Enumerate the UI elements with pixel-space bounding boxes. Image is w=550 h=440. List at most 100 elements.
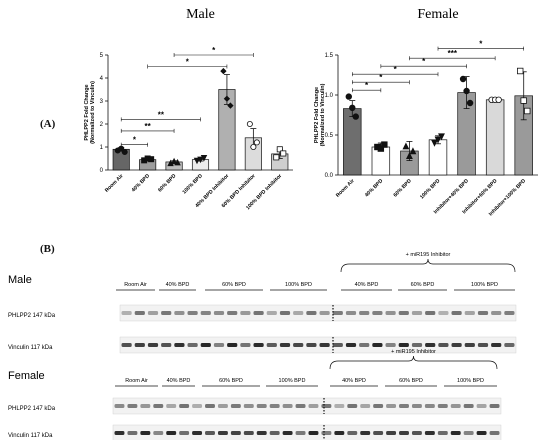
blot-band: [450, 404, 461, 408]
data-point: [253, 139, 260, 146]
blot-band: [332, 343, 343, 347]
data-point: [170, 157, 178, 165]
blot-band: [464, 343, 475, 347]
blot-band: [476, 431, 487, 435]
data-point: [524, 107, 531, 115]
data-point: [223, 95, 231, 102]
blot-band: [217, 404, 228, 408]
data-point: [352, 113, 359, 120]
data-point: [381, 141, 388, 148]
significance-label: *: [365, 81, 369, 90]
blot-band: [114, 431, 125, 435]
blot-band: [147, 343, 159, 347]
blot-band: [269, 431, 280, 435]
blot-band: [359, 311, 370, 315]
blot-band: [308, 431, 319, 435]
data-point: [495, 96, 502, 103]
blot-group-label: 60% BPD: [411, 282, 435, 288]
y-tick-label: 4: [100, 76, 104, 82]
blot-band: [424, 404, 435, 408]
blot-band: [321, 404, 332, 408]
blot-band: [373, 431, 384, 435]
data-point: [276, 146, 283, 153]
data-point: [466, 99, 474, 107]
blot-group-label: 60% BPD: [219, 378, 243, 384]
y-tick-label: 0: [100, 168, 104, 174]
blot-band: [205, 404, 215, 408]
blot-band: [425, 311, 436, 315]
blot-band: [399, 431, 409, 435]
blot-band: [227, 311, 238, 315]
blot-band: [192, 431, 203, 435]
blot-band: [121, 343, 132, 347]
vinculin-strip: [119, 336, 517, 354]
blot-band: [213, 343, 225, 347]
blot-row2-label: Vinculin 117 kDa: [8, 433, 53, 439]
blot-band: [463, 431, 474, 435]
blot-band: [411, 343, 423, 347]
x-tick-label: 60% BPD: [157, 173, 178, 194]
data-point: [438, 133, 445, 141]
significance-label: *: [394, 65, 398, 74]
blot-band: [347, 431, 358, 435]
data-point: [402, 142, 410, 150]
bar: [485, 99, 505, 176]
data-point: [246, 121, 253, 128]
blot-band: [321, 431, 332, 435]
blot-row1-label: PHLPP2 147 kDa: [8, 406, 56, 412]
y-axis-label-line2: (Normalized to Vinculin): [320, 83, 326, 146]
bar: [428, 139, 448, 176]
blot-group-label: Room Air: [125, 378, 148, 384]
blot-band: [213, 311, 225, 315]
y-axis-label: PHLPP2 Fold Change(Normalized to Vinculi…: [314, 83, 326, 146]
blot-band: [306, 343, 317, 347]
blot-band: [489, 431, 500, 435]
y-axis-label-line2: (Normalized to Vinculin): [90, 81, 96, 144]
blot-band: [451, 343, 462, 347]
blot-band: [192, 404, 203, 408]
blot-band: [491, 311, 502, 315]
y-tick-label: 1: [100, 145, 104, 151]
blot-band: [360, 404, 371, 408]
blot-band: [293, 311, 304, 315]
blot-band: [240, 343, 251, 347]
blot-band: [319, 311, 330, 315]
blot-band: [243, 431, 254, 435]
blot-band: [166, 404, 177, 408]
blot-band: [334, 431, 345, 435]
blot-band: [372, 343, 383, 347]
data-point: [463, 87, 470, 95]
x-tick-label: 60% BPD: [392, 178, 413, 199]
blot-group-label: 60% BPD: [399, 378, 423, 384]
blot-group-label: Room Air: [124, 282, 147, 288]
blot-band: [174, 311, 185, 315]
blot-band: [187, 343, 198, 347]
blot-band: [489, 404, 500, 408]
blot-band: [127, 431, 138, 435]
blot-band: [477, 343, 489, 347]
blot-band: [282, 431, 293, 435]
blot-band: [161, 311, 172, 315]
blot-band: [227, 343, 238, 347]
blot-band: [240, 311, 251, 315]
blot-band: [399, 404, 409, 408]
blot-band: [295, 431, 306, 435]
significance-label: **: [145, 122, 152, 131]
blot-band: [398, 343, 409, 347]
blot-sex-label: Male: [8, 274, 32, 286]
blot-band: [451, 311, 462, 315]
y-axis-label-line1: PHLPP2 Fold Change: [84, 84, 90, 140]
data-point: [193, 157, 201, 165]
blot-group-label: 40% BPD: [167, 378, 191, 384]
blot-band: [200, 343, 211, 347]
blot-band: [360, 431, 371, 435]
significance-label: *: [422, 57, 426, 66]
blot-band: [121, 311, 132, 315]
blot-band: [491, 343, 502, 347]
blot-band: [345, 343, 357, 347]
blot-band: [332, 311, 343, 315]
blot-band: [256, 431, 267, 435]
blot-band: [230, 431, 241, 435]
data-point: [200, 155, 208, 162]
data-point: [174, 158, 181, 166]
